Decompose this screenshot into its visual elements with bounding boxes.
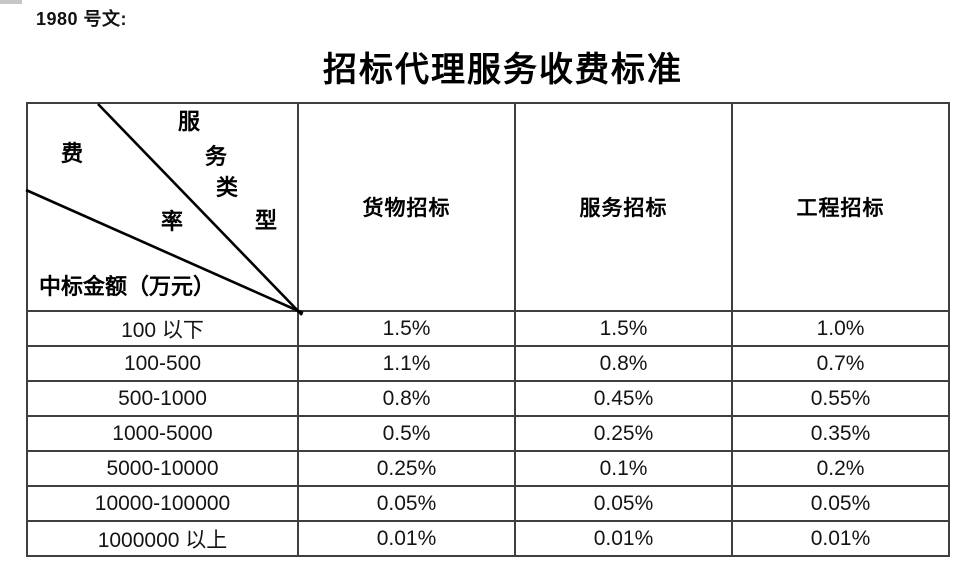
column-header-works: 工程招标 — [731, 104, 948, 310]
rate-cell-goods: 0.5% — [297, 415, 514, 450]
diagonal-line-lower — [25, 188, 304, 315]
corner-axis-service-type-char-1: 服 — [178, 109, 201, 134]
corner-axis-fee-rate-char-2: 率 — [161, 209, 184, 234]
rate-cell-works: 0.35% — [731, 415, 948, 450]
screen-edge-artifact — [0, 0, 22, 4]
fee-table: 服 费 务 类 率 型 中标金额（万元） 货物招标 服务招标 工程招标 100 … — [25, 102, 950, 557]
corner-amount-axis-label: 中标金额（万元） — [39, 274, 216, 299]
rate-cell-services: 1.5% — [514, 310, 731, 345]
rate-cell-services: 0.1% — [514, 450, 731, 485]
amount-cell: 500-1000 — [28, 380, 297, 415]
rate-cell-goods: 0.01% — [297, 520, 514, 555]
rate-cell-services: 0.05% — [514, 485, 731, 520]
corner-axis-service-type-char-3: 类 — [216, 175, 239, 200]
rate-cell-works: 0.05% — [731, 485, 948, 520]
table-corner-cell: 服 费 务 类 率 型 中标金额（万元） — [25, 103, 304, 316]
rate-cell-goods: 0.25% — [297, 450, 514, 485]
corner-axis-service-type-char-4: 型 — [255, 208, 278, 233]
rate-cell-services: 0.8% — [514, 345, 731, 380]
document-title: 招标代理服务收费标准 — [323, 52, 683, 89]
doc-ref-label: 1980 号文: — [36, 9, 128, 29]
rate-cell-works: 1.0% — [731, 310, 948, 345]
rate-cell-works: 0.2% — [731, 450, 948, 485]
rate-cell-services: 0.25% — [514, 415, 731, 450]
rate-cell-goods: 0.8% — [297, 380, 514, 415]
diagonal-line-upper — [97, 103, 303, 316]
amount-cell: 1000-5000 — [28, 415, 297, 450]
rate-cell-works: 0.01% — [731, 520, 948, 555]
rate-cell-goods: 1.1% — [297, 345, 514, 380]
diagonal-divider-lines — [25, 103, 304, 316]
amount-cell: 10000-100000 — [28, 485, 297, 520]
rate-cell-goods: 1.5% — [297, 310, 514, 345]
column-header-services: 服务招标 — [514, 104, 731, 310]
corner-axis-service-type-char-2: 务 — [205, 144, 228, 169]
amount-cell: 100-500 — [28, 345, 297, 380]
rate-cell-goods: 0.05% — [297, 485, 514, 520]
amount-cell: 1000000 以上 — [28, 520, 297, 555]
amount-cell: 5000-10000 — [28, 450, 297, 485]
rate-cell-services: 0.01% — [514, 520, 731, 555]
rate-cell-works: 0.55% — [731, 380, 948, 415]
corner-axis-fee-rate-char-1: 费 — [61, 141, 84, 166]
rate-cell-services: 0.45% — [514, 380, 731, 415]
rate-cell-works: 0.7% — [731, 345, 948, 380]
amount-cell: 100 以下 — [28, 310, 297, 345]
column-header-goods: 货物招标 — [297, 104, 514, 310]
